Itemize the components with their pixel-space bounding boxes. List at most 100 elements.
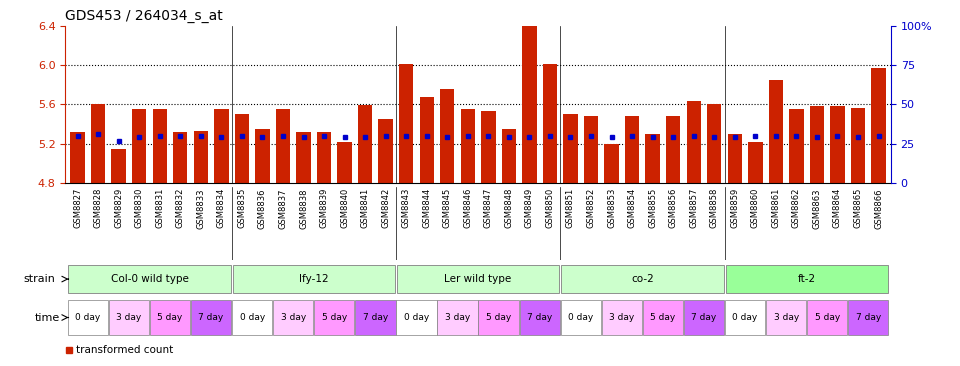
Bar <box>378 119 393 183</box>
Bar <box>153 109 167 183</box>
Text: 5 day: 5 day <box>650 313 676 322</box>
Text: GSM8857: GSM8857 <box>689 188 698 228</box>
Text: strain: strain <box>24 274 56 284</box>
Text: GSM8847: GSM8847 <box>484 188 492 228</box>
Text: GSM8838: GSM8838 <box>299 188 308 229</box>
Text: ft-2: ft-2 <box>798 274 816 284</box>
Bar <box>522 6 537 183</box>
Bar <box>478 300 518 335</box>
Text: GSM8830: GSM8830 <box>134 188 144 228</box>
Bar <box>255 129 270 183</box>
Text: GSM8843: GSM8843 <box>401 188 411 228</box>
Bar <box>602 300 642 335</box>
Bar <box>807 300 848 335</box>
Text: GSM8840: GSM8840 <box>340 188 349 228</box>
Bar <box>273 300 313 335</box>
Text: 0 day: 0 day <box>75 313 101 322</box>
Text: 0 day: 0 day <box>404 313 429 322</box>
Text: 5 day: 5 day <box>157 313 182 322</box>
Bar <box>68 265 230 293</box>
Text: GSM8832: GSM8832 <box>176 188 184 228</box>
Text: GSM8852: GSM8852 <box>587 188 595 228</box>
Text: 5 day: 5 day <box>322 313 347 322</box>
Text: GSM8835: GSM8835 <box>237 188 247 228</box>
Text: GSM8861: GSM8861 <box>772 188 780 228</box>
Bar <box>830 106 845 183</box>
Bar <box>297 132 311 183</box>
Text: 7 day: 7 day <box>199 313 224 322</box>
Bar <box>191 300 231 335</box>
Bar <box>562 265 724 293</box>
Text: 7 day: 7 day <box>363 313 388 322</box>
Bar <box>708 104 722 183</box>
Bar <box>686 101 701 183</box>
Text: GDS453 / 264034_s_at: GDS453 / 264034_s_at <box>65 9 223 23</box>
Bar <box>314 300 354 335</box>
Bar <box>725 300 765 335</box>
Text: GSM8854: GSM8854 <box>628 188 636 228</box>
Text: GSM8845: GSM8845 <box>443 188 452 228</box>
Text: GSM8850: GSM8850 <box>545 188 555 228</box>
Bar <box>645 134 660 183</box>
Text: 7 day: 7 day <box>691 313 716 322</box>
Bar <box>748 142 762 183</box>
Bar <box>625 116 639 183</box>
Bar <box>68 300 108 335</box>
Bar <box>358 105 372 183</box>
Text: Ler wild type: Ler wild type <box>444 274 512 284</box>
Text: GSM8855: GSM8855 <box>648 188 658 228</box>
Bar <box>232 265 395 293</box>
Text: GSM8837: GSM8837 <box>278 188 287 229</box>
Bar <box>132 109 147 183</box>
Text: GSM8841: GSM8841 <box>361 188 370 228</box>
Bar <box>399 64 414 183</box>
Bar <box>643 300 684 335</box>
Text: 3 day: 3 day <box>774 313 799 322</box>
Text: GSM8865: GSM8865 <box>853 188 862 228</box>
Bar <box>108 300 149 335</box>
Bar <box>605 143 619 183</box>
Text: 0 day: 0 day <box>732 313 757 322</box>
Text: GSM8831: GSM8831 <box>156 188 164 228</box>
Text: GSM8860: GSM8860 <box>751 188 759 228</box>
Bar <box>666 116 681 183</box>
Text: 0 day: 0 day <box>240 313 265 322</box>
Bar <box>684 300 724 335</box>
Bar <box>150 300 190 335</box>
Bar <box>726 265 888 293</box>
Text: GSM8828: GSM8828 <box>94 188 103 228</box>
Text: GSM8851: GSM8851 <box>566 188 575 228</box>
Bar <box>355 300 396 335</box>
Text: GSM8833: GSM8833 <box>197 188 205 229</box>
Bar <box>789 109 804 183</box>
Bar <box>872 68 886 183</box>
Text: GSM8853: GSM8853 <box>607 188 616 228</box>
Text: GSM8858: GSM8858 <box>709 188 719 228</box>
Text: GSM8827: GSM8827 <box>73 188 83 228</box>
Bar <box>519 300 560 335</box>
Bar <box>728 134 742 183</box>
Text: GSM8848: GSM8848 <box>504 188 514 228</box>
Text: GSM8866: GSM8866 <box>874 188 883 229</box>
Bar <box>502 129 516 183</box>
Text: GSM8846: GSM8846 <box>464 188 472 228</box>
Bar <box>396 265 560 293</box>
Bar <box>809 106 824 183</box>
Bar <box>276 109 290 183</box>
Text: 3 day: 3 day <box>444 313 470 322</box>
Bar <box>440 89 454 183</box>
Bar <box>851 108 865 183</box>
Text: GSM8836: GSM8836 <box>258 188 267 229</box>
Text: 5 day: 5 day <box>486 313 512 322</box>
Bar <box>438 300 478 335</box>
Bar <box>561 300 601 335</box>
Text: 5 day: 5 day <box>815 313 840 322</box>
Text: 7 day: 7 day <box>855 313 881 322</box>
Text: time: time <box>36 313 60 322</box>
Bar <box>214 109 228 183</box>
Bar <box>234 114 249 183</box>
Text: GSM8842: GSM8842 <box>381 188 390 228</box>
Text: 3 day: 3 day <box>280 313 306 322</box>
Bar <box>766 300 806 335</box>
Text: GSM8864: GSM8864 <box>833 188 842 228</box>
